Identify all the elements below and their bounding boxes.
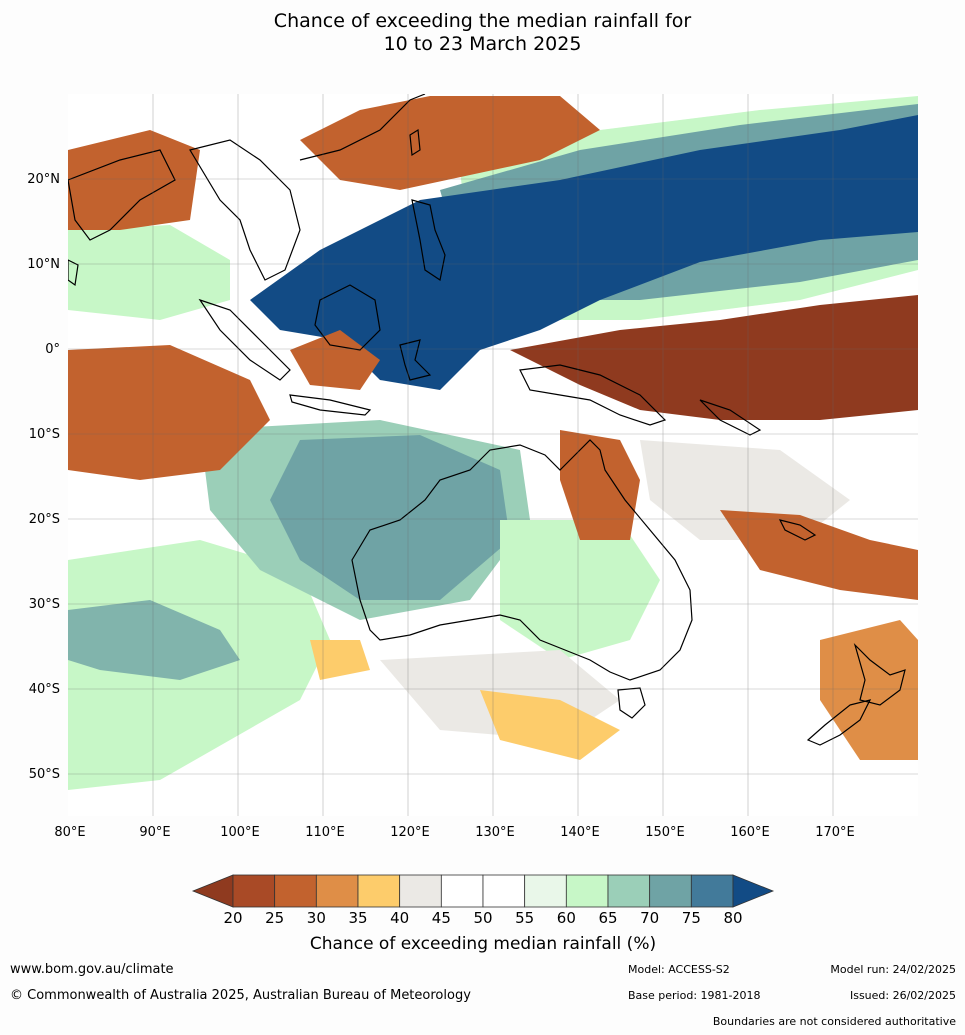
indochina-outline	[189, 139, 301, 281]
colorbar-tick-label: 45	[432, 909, 451, 927]
lon-label: 140°E	[560, 825, 600, 840]
dry-region-india	[68, 130, 200, 230]
colorbar-segment	[315, 874, 359, 908]
lat-label: 20°N	[27, 172, 60, 187]
new-caledonia-outline	[778, 519, 817, 541]
sri-lanka-outline	[68, 259, 79, 287]
lat-label: 30°S	[29, 597, 60, 612]
india-outline	[68, 149, 176, 241]
lon-label: 90°E	[139, 825, 170, 840]
issued-date: Issued: 26/02/2025	[849, 989, 956, 1002]
model-name: Model: ACCESS-S2	[628, 963, 730, 976]
lat-label: 20°S	[29, 512, 60, 527]
colorbar-segment	[482, 874, 526, 908]
lon-label: 160°E	[730, 825, 770, 840]
lat-label: 0°	[45, 342, 60, 357]
dry-region-coral-sea	[720, 510, 918, 600]
lat-label: 10°N	[27, 257, 60, 272]
very-wet-region-maritime	[250, 115, 918, 390]
colorbar-extend-high	[732, 874, 775, 908]
colorbar-segment	[274, 874, 317, 908]
colorbar-extend-low	[191, 874, 234, 908]
colorbar-segment	[690, 874, 734, 908]
title-line-1: Chance of exceeding the median rainfall …	[273, 10, 692, 32]
dry-region-nz	[820, 620, 918, 760]
dry-region-south-australia	[310, 640, 370, 680]
latitude-labels: 20°N 10°N 0° 10°S 20°S 30°S 40°S 50°S	[27, 172, 60, 782]
coastlines	[68, 94, 906, 746]
map-title: Chance of exceeding the median rainfall …	[0, 10, 965, 56]
lon-label: 120°E	[390, 825, 430, 840]
lon-label: 130°E	[475, 825, 515, 840]
new-zealand-south-outline	[806, 699, 872, 746]
colorbar-title: Chance of exceeding median rainfall (%)	[310, 934, 656, 954]
colorbar-segment	[399, 874, 442, 908]
colorbar-tick-label: 35	[348, 909, 367, 927]
colorbar-tick-label: 50	[473, 909, 492, 927]
new-guinea-outline	[519, 364, 667, 426]
borneo-outline	[314, 284, 381, 351]
wet-region-south-indian-ocean-core	[68, 600, 240, 680]
title-line-2: 10 to 23 March 2025	[383, 33, 582, 55]
lon-label: 170°E	[815, 825, 855, 840]
website-link[interactable]: www.bom.gov.au/climate	[10, 962, 174, 977]
lat-label: 40°S	[29, 682, 60, 697]
dry-region-tasman	[480, 690, 620, 760]
lon-label: 110°E	[305, 825, 345, 840]
wet-region-bay-of-bengal	[68, 225, 230, 320]
colorbar-tick-label: 40	[390, 909, 409, 927]
graticule	[68, 94, 918, 816]
philippines-outline	[411, 199, 446, 281]
model-run-date: Model run: 24/02/2025	[830, 963, 956, 976]
colorbar-segment	[524, 874, 567, 908]
very-dry-region-equatorial-pacific	[510, 295, 918, 420]
wet-region-central-australia	[500, 520, 660, 660]
colorbar	[191, 874, 775, 908]
boundaries-disclaimer: Boundaries are not considered authoritat…	[712, 1015, 956, 1028]
copyright-text: © Commonwealth of Australia 2025, Austra…	[10, 988, 471, 1003]
lat-label: 50°S	[29, 767, 60, 782]
colorbar-segment	[649, 874, 692, 908]
base-period: Base period: 1981-2018	[628, 989, 761, 1002]
colorbar-segment	[232, 874, 276, 908]
colorbar-tick-label: 60	[557, 909, 576, 927]
colorbar-tick-label: 30	[307, 909, 326, 927]
colorbar-segment	[607, 874, 651, 908]
colorbar-tick-label: 25	[265, 909, 284, 927]
tasmania-outline	[617, 687, 646, 719]
lon-label: 80°E	[54, 825, 85, 840]
colorbar-segment	[440, 874, 484, 908]
dry-region-java-sea	[290, 330, 380, 390]
colorbar-tick-label: 75	[682, 909, 701, 927]
sulawesi-outline	[399, 339, 432, 381]
lat-label: 10°S	[29, 427, 60, 442]
colorbar-segment	[565, 874, 609, 908]
colorbar-tick-label: 70	[640, 909, 659, 927]
colorbar-ticks: 20 25 30 35 40 45 50 55 60 65 70 75 80	[223, 909, 742, 927]
dry-region-qld	[560, 430, 640, 540]
colorbar-tick-label: 55	[515, 909, 534, 927]
map-field	[68, 94, 918, 816]
sumatra-outline	[198, 298, 291, 381]
colorbar-tick-label: 65	[598, 909, 617, 927]
new-zealand-north-outline	[853, 642, 906, 706]
dry-region-indian-ocean	[68, 345, 270, 480]
colorbar-segment	[357, 874, 401, 908]
longitude-labels: 80°E 90°E 100°E 110°E 120°E 130°E 140°E …	[54, 825, 854, 840]
dry-region-china	[300, 96, 600, 190]
lon-label: 100°E	[220, 825, 260, 840]
java-outline	[289, 394, 372, 416]
lon-label: 150°E	[645, 825, 685, 840]
solomon-islands-outline	[699, 399, 762, 436]
australia-outline	[351, 439, 693, 681]
china-coast-outline	[299, 94, 426, 161]
taiwan-outline	[409, 128, 421, 157]
colorbar-tick-label: 20	[223, 909, 242, 927]
colorbar-tick-label: 80	[723, 909, 742, 927]
